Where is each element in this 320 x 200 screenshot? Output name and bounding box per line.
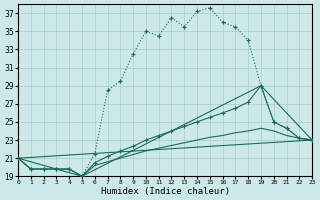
X-axis label: Humidex (Indice chaleur): Humidex (Indice chaleur)	[100, 187, 229, 196]
